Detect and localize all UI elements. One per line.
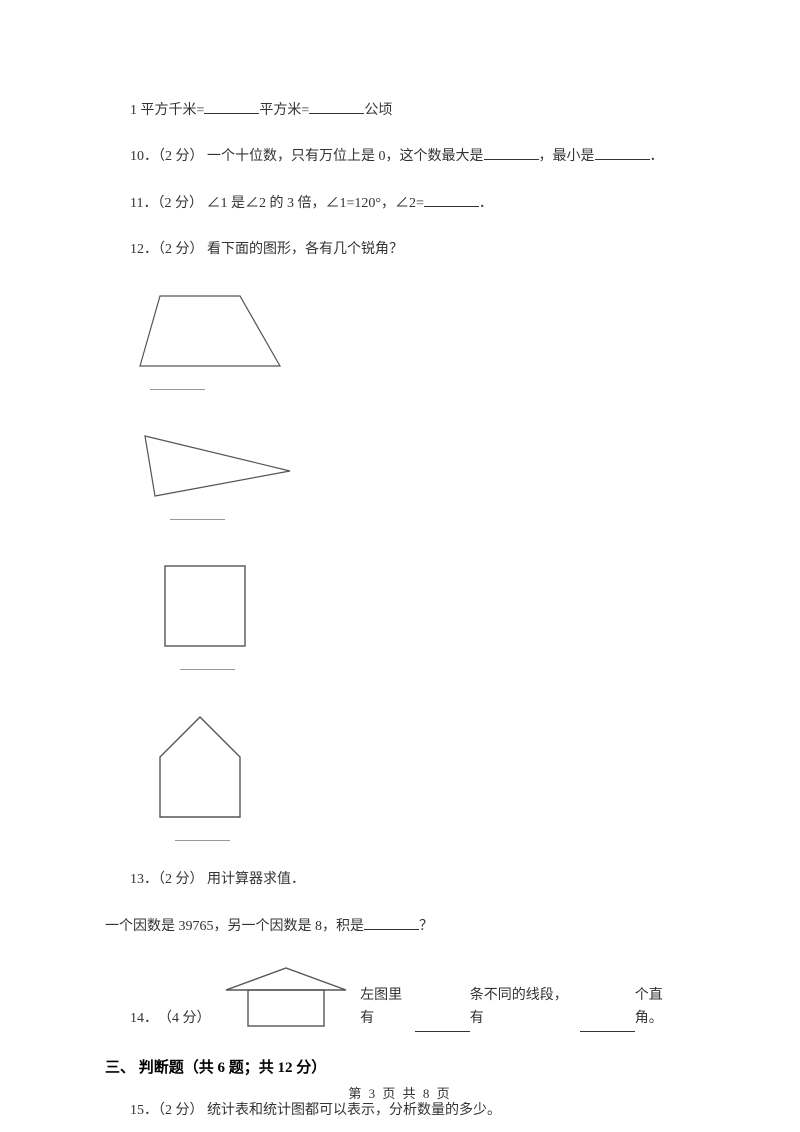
q-number: 12． bbox=[130, 242, 158, 257]
square-icon bbox=[150, 556, 260, 656]
blank[interactable] bbox=[424, 193, 479, 207]
arrow-house-icon bbox=[216, 962, 354, 1032]
q-points: （2 分） bbox=[158, 149, 204, 164]
q9-mid: 平方米= bbox=[259, 103, 309, 118]
page-footer: 第 3 页 共 8 页 bbox=[0, 1083, 800, 1102]
q13-text2a: 一个因数是 39765，另一个因数是 8，积是 bbox=[105, 919, 364, 934]
q13: 13．（2 分） 用计算器求值． bbox=[130, 869, 690, 891]
q10-text2: ，最小是 bbox=[539, 149, 595, 164]
q10-text1: 一个十位数，只有万位上是 0，这个数最大是 bbox=[204, 149, 484, 164]
section-3-header: 三、 判断题（共 6 题；共 12 分） bbox=[105, 1056, 690, 1080]
q15-text1: 统计表和统计图都可以表示，分析数量的多少。 bbox=[204, 1103, 502, 1118]
q-number: 11． bbox=[130, 196, 157, 211]
q12-text1: 看下面的图形，各有几个锐角？ bbox=[204, 242, 404, 257]
q-number: 13． bbox=[130, 872, 158, 887]
q10: 10．（2 分） 一个十位数，只有万位上是 0，这个数最大是 ，最小是 ． bbox=[130, 146, 690, 168]
blank[interactable] bbox=[415, 1018, 469, 1032]
answer-blank[interactable] bbox=[170, 508, 225, 520]
q-points: （4 分） bbox=[158, 1008, 210, 1032]
q13-text2b: ？ bbox=[419, 919, 433, 934]
q13-line2: 一个因数是 39765，另一个因数是 8，积是 ？ bbox=[105, 916, 690, 938]
blank[interactable] bbox=[595, 146, 650, 160]
trapezoid-icon bbox=[130, 286, 290, 376]
shape-trapezoid-block bbox=[130, 286, 690, 398]
q9-prefix: 1 平方千米= bbox=[130, 103, 204, 118]
answer-blank[interactable] bbox=[175, 829, 230, 841]
q-number: 14． bbox=[130, 1008, 158, 1032]
blank[interactable] bbox=[204, 100, 259, 114]
q11: 11．（2 分） ∠1 是∠2 的 3 倍，∠1=120°，∠2= ． bbox=[130, 193, 690, 215]
q14-text2: 条不同的线段，有 bbox=[470, 985, 581, 1032]
shape-pentagon-block bbox=[145, 707, 690, 849]
answer-blank[interactable] bbox=[180, 658, 235, 670]
pentagon-house-icon bbox=[145, 707, 255, 827]
q10-text3: ． bbox=[650, 149, 664, 164]
page-content: 1 平方千米=平方米=公顷 10．（2 分） 一个十位数，只有万位上是 0，这个… bbox=[0, 0, 800, 1122]
shape-square-block bbox=[150, 556, 690, 678]
blank[interactable] bbox=[364, 916, 419, 930]
q14-text3: 个直角。 bbox=[635, 985, 690, 1032]
q14: 14．（4 分） 左图里有 条不同的线段，有 个直角。 bbox=[130, 962, 690, 1032]
q9-suffix: 公顷 bbox=[364, 103, 392, 118]
blank[interactable] bbox=[309, 100, 364, 114]
q-number: 10． bbox=[130, 149, 158, 164]
q15: 15．（2 分） 统计表和统计图都可以表示，分析数量的多少。 bbox=[130, 1100, 690, 1122]
q-points: （2 分） bbox=[158, 242, 204, 257]
q-points: （2 分） bbox=[157, 196, 203, 211]
q14-text1: 左图里有 bbox=[360, 985, 415, 1032]
blank[interactable] bbox=[580, 1018, 634, 1032]
q-number: 15． bbox=[130, 1103, 158, 1118]
q-points: （2 分） bbox=[158, 872, 204, 887]
q13-text1: 用计算器求值． bbox=[204, 872, 306, 887]
blank[interactable] bbox=[484, 146, 539, 160]
q12: 12．（2 分） 看下面的图形，各有几个锐角？ bbox=[130, 239, 690, 261]
triangle-icon bbox=[130, 426, 300, 506]
answer-blank[interactable] bbox=[150, 378, 205, 390]
shape-triangle-block bbox=[130, 426, 690, 528]
q11-text1: ∠1 是∠2 的 3 倍，∠1=120°，∠2= bbox=[203, 196, 424, 211]
q11-text2: ． bbox=[479, 196, 493, 211]
q-points: （2 分） bbox=[158, 1103, 204, 1118]
q9-continuation: 1 平方千米= 平方米= 公顷 bbox=[130, 100, 690, 122]
